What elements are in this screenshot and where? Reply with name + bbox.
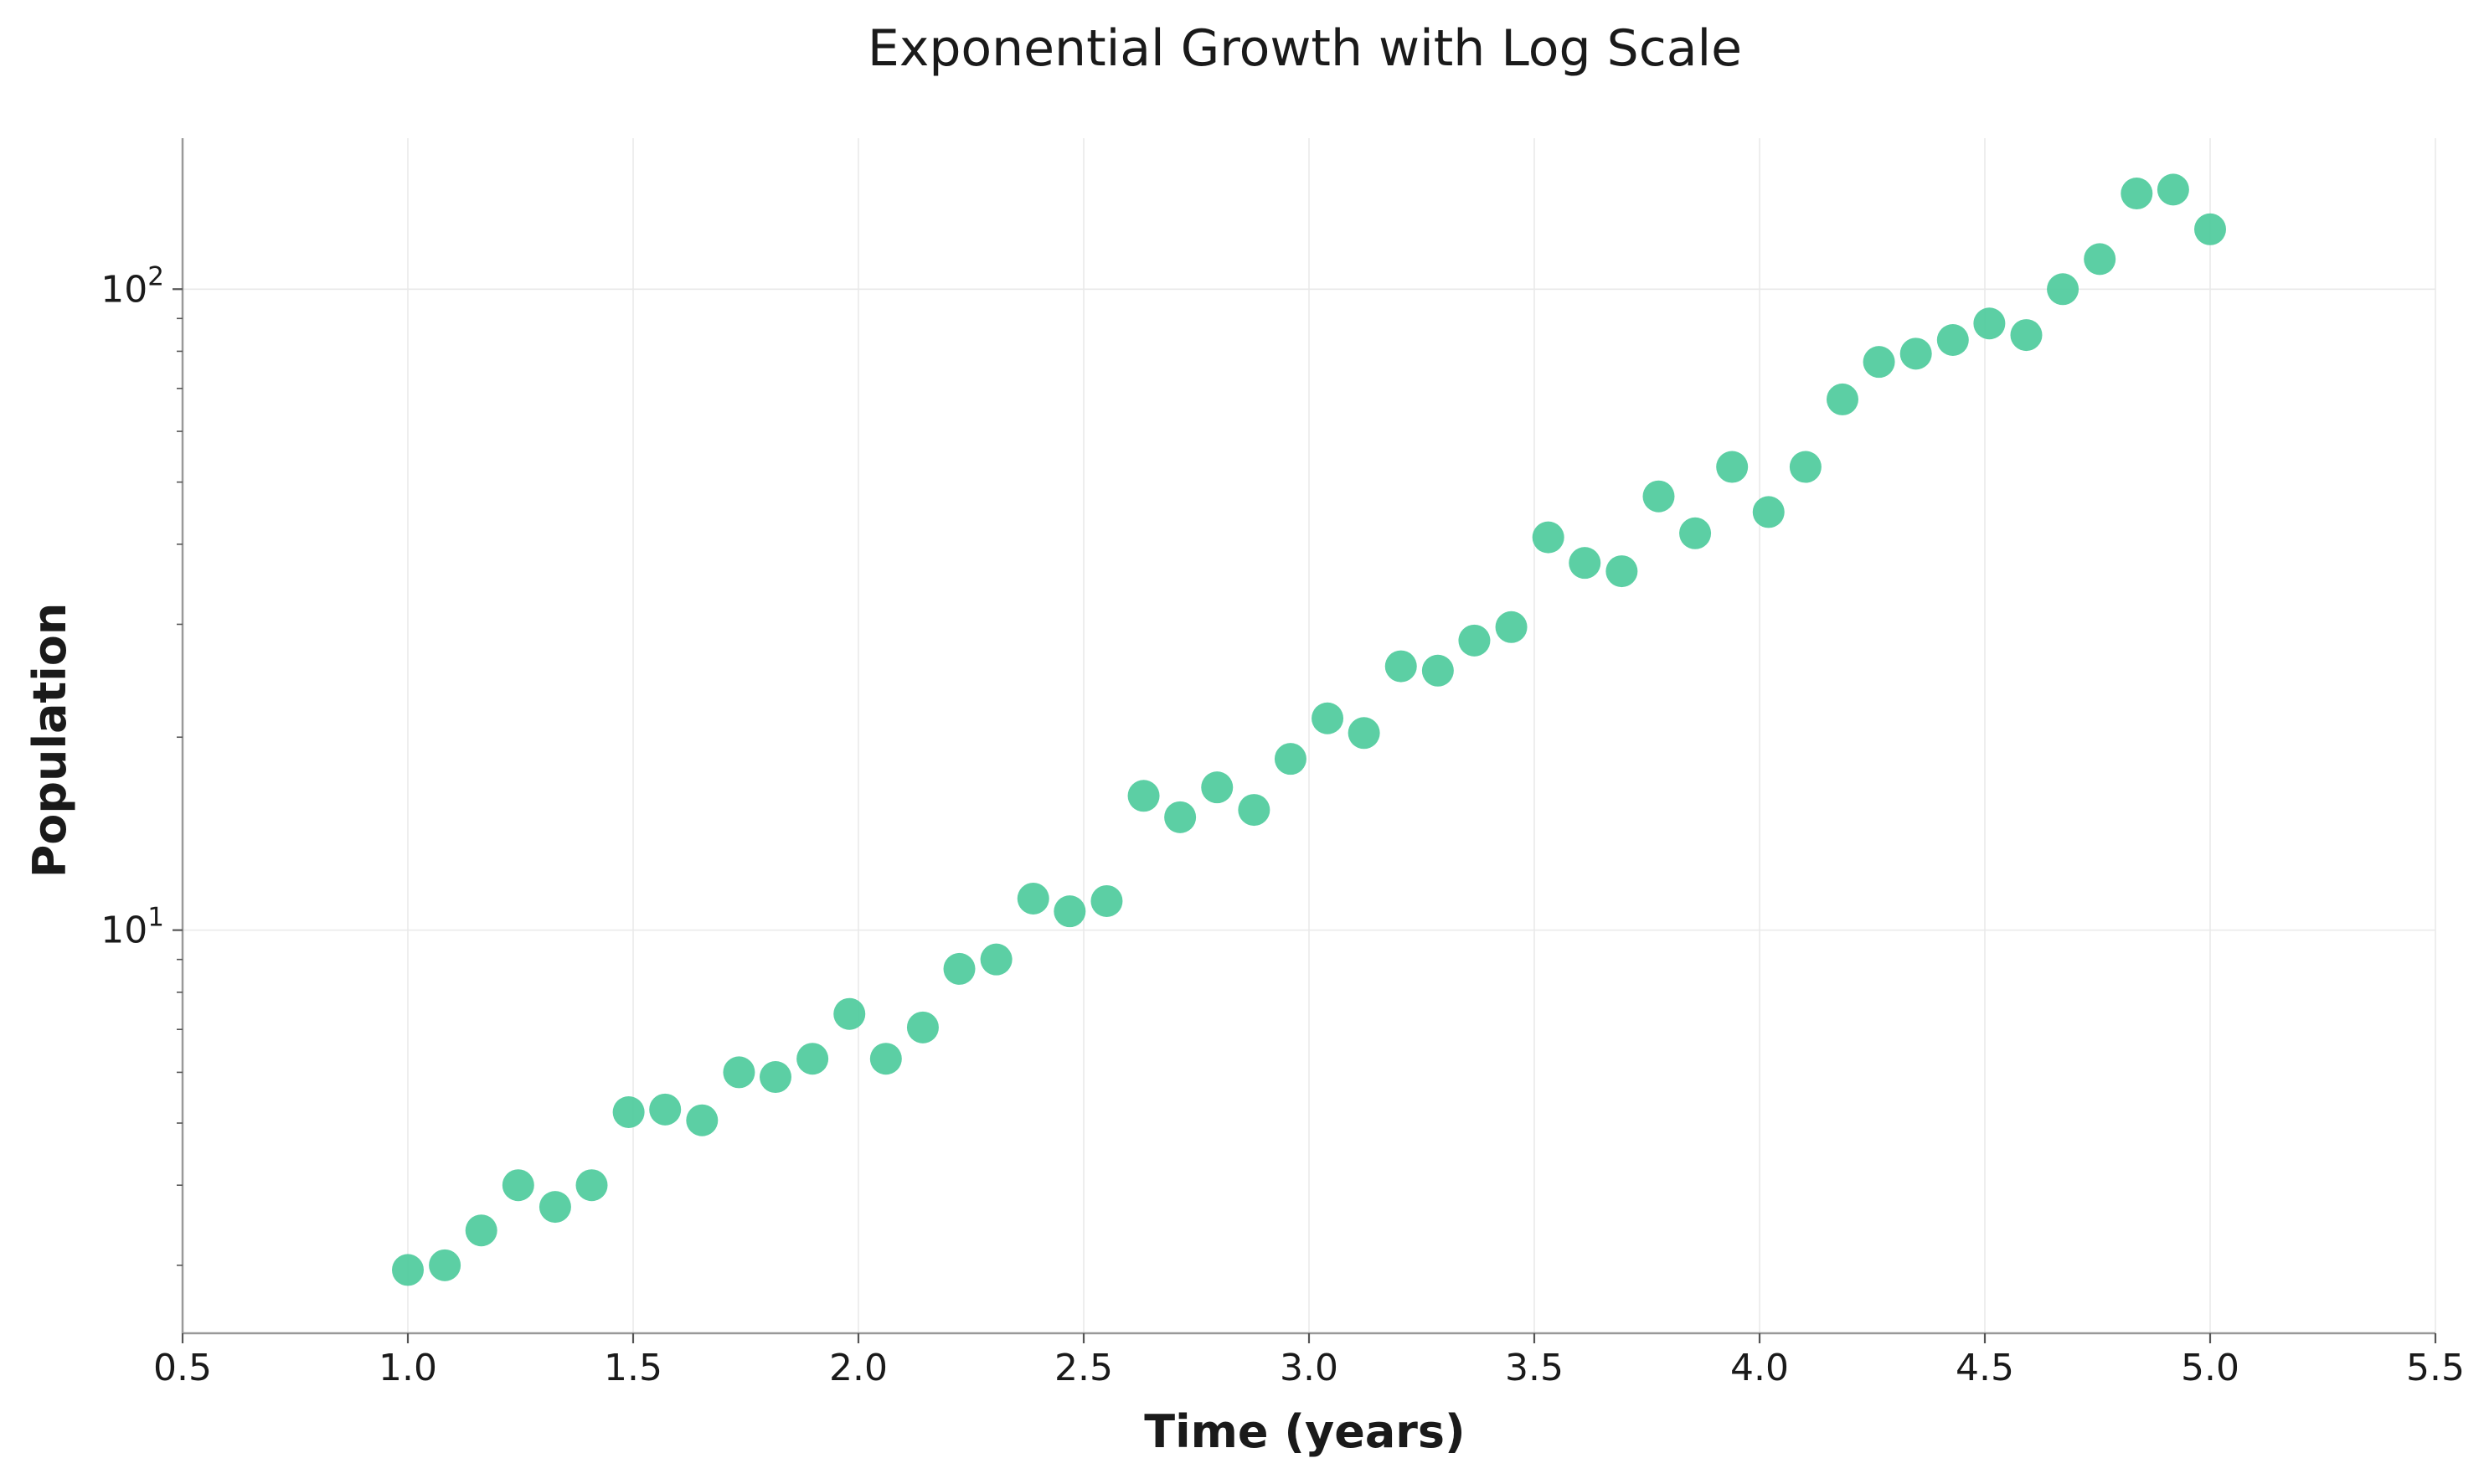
y-axis-label: Population: [23, 603, 76, 879]
chart-title: Exponential Growth with Log Scale: [868, 19, 1742, 78]
data-point: [980, 943, 1013, 976]
data-point: [1789, 451, 1822, 483]
x-tick-label: 5.0: [2181, 1347, 2239, 1389]
x-axis-label: Time (years): [1144, 1405, 1465, 1458]
x-tick-label: 1.5: [604, 1347, 662, 1389]
x-tick-label: 1.0: [379, 1347, 437, 1389]
y-tick-label: 102: [100, 261, 164, 311]
data-point: [2084, 243, 2116, 276]
data-point: [1164, 801, 1197, 833]
axis-ticks: 0.5 1.0 1.5 2.0 2.5 3.0 3.5 4.0 4.5 5.0 5.5 101 102: [100, 261, 2465, 1389]
data-point: [2157, 173, 2189, 206]
data-point: [1458, 624, 1491, 657]
data-point: [1826, 383, 1858, 415]
data-point: [2121, 178, 2153, 210]
x-tick-label: 0.5: [153, 1347, 212, 1389]
data-point: [1127, 780, 1160, 812]
data-point: [1605, 555, 1638, 588]
x-tick-label: 2.0: [829, 1347, 888, 1389]
data-point: [869, 1043, 902, 1075]
grid: [182, 138, 2436, 1333]
data-point: [723, 1056, 755, 1089]
data-point: [686, 1104, 719, 1136]
data-point: [760, 1061, 792, 1094]
data-point: [833, 997, 866, 1030]
data-point: [1899, 338, 1932, 370]
data-point: [1679, 517, 1712, 549]
data-point: [1054, 895, 1086, 928]
data-point: [1532, 521, 1564, 554]
data-point: [649, 1093, 682, 1126]
data-point: [429, 1249, 461, 1281]
data-point: [1274, 743, 1306, 775]
data-points: [392, 173, 2226, 1286]
data-point: [1642, 480, 1675, 513]
data-point: [539, 1191, 571, 1224]
data-point: [796, 1043, 829, 1075]
data-point: [1384, 650, 1417, 683]
data-point: [943, 952, 976, 985]
data-point: [612, 1095, 645, 1128]
x-tick-label: 2.5: [1054, 1347, 1113, 1389]
data-point: [2010, 319, 2043, 352]
data-point: [906, 1011, 939, 1043]
data-point: [1495, 611, 1528, 643]
data-point: [1752, 496, 1785, 528]
data-point: [1017, 882, 1049, 915]
x-tick-label: 3.5: [1505, 1347, 1564, 1389]
x-tick-label: 4.0: [1730, 1347, 1789, 1389]
data-point: [1238, 794, 1270, 827]
data-point: [1716, 451, 1749, 483]
data-point: [502, 1169, 534, 1202]
data-point: [2047, 273, 2079, 306]
data-point: [1936, 324, 1969, 357]
x-tick-label: 5.5: [2406, 1347, 2465, 1389]
data-point: [1201, 771, 1234, 804]
data-point: [1348, 717, 1380, 750]
data-point: [1090, 884, 1123, 917]
data-point: [575, 1169, 608, 1202]
data-point: [465, 1214, 497, 1247]
x-tick-label: 3.0: [1280, 1347, 1338, 1389]
data-point: [1973, 307, 2006, 340]
data-point: [1421, 654, 1454, 687]
data-point: [392, 1254, 424, 1286]
data-point: [2194, 213, 2226, 245]
y-tick-label: 101: [100, 903, 164, 952]
x-tick-label: 4.5: [1956, 1347, 2014, 1389]
data-point: [1569, 547, 1601, 580]
data-point: [1312, 702, 1344, 734]
data-point: [1863, 346, 1895, 379]
